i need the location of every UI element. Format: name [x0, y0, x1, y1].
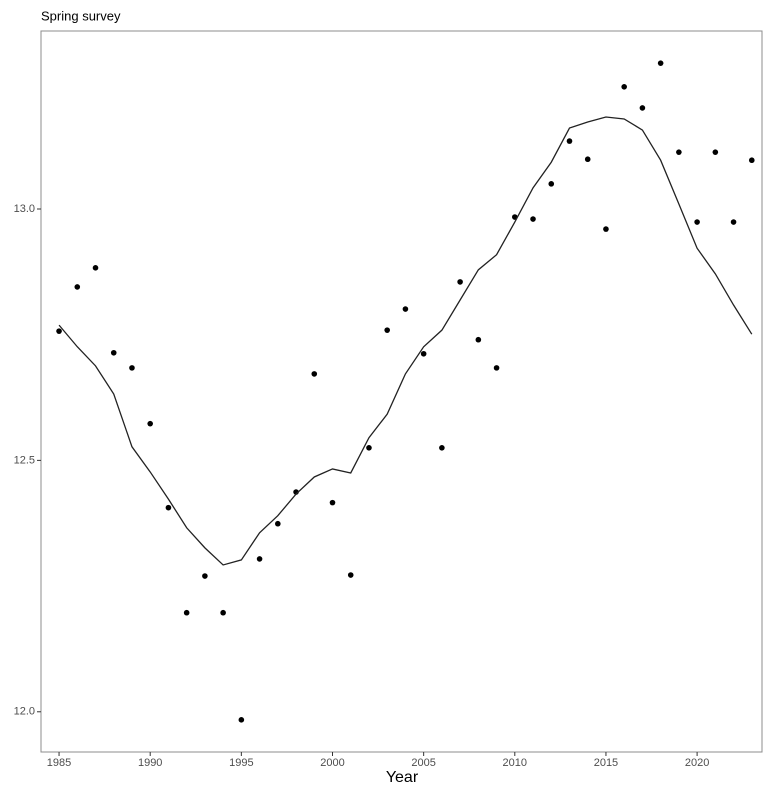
data-point: [402, 306, 409, 312]
data-point: [566, 138, 573, 144]
y-tick-label: 12.0: [14, 706, 35, 718]
x-axis-label: Year: [386, 769, 419, 786]
data-point: [475, 336, 482, 343]
x-tick-label: 2010: [503, 757, 527, 769]
data-point: [603, 226, 609, 232]
smooth-line: [58, 116, 753, 566]
data-point: [347, 572, 354, 578]
data-point: [147, 420, 153, 427]
x-tick-label: 2005: [411, 757, 435, 769]
x-tick-label: 1995: [229, 757, 253, 769]
x-tick-label: 2000: [320, 757, 344, 769]
data-point: [275, 520, 281, 527]
data-point: [311, 371, 318, 377]
y-tick-label: 13.0: [14, 203, 35, 215]
data-point: [457, 279, 463, 285]
data-point: [238, 717, 245, 723]
data-point: [639, 105, 646, 111]
data-point: [694, 219, 700, 225]
data-point: [621, 84, 627, 90]
data-point: [110, 349, 117, 356]
data-point: [530, 216, 536, 222]
data-point: [384, 327, 390, 333]
data-point: [256, 556, 263, 562]
data-point: [366, 445, 372, 451]
data-point: [56, 328, 62, 334]
data-point: [420, 350, 427, 357]
data-point: [676, 149, 682, 155]
data-point: [493, 365, 500, 371]
data-point: [220, 609, 226, 616]
x-tick-label: 2020: [685, 757, 709, 769]
data-point: [183, 609, 190, 616]
data-point: [748, 157, 755, 164]
x-tick-label: 1985: [47, 757, 71, 769]
data-point: [92, 265, 99, 271]
data-point: [730, 219, 737, 225]
panel-border: [40, 30, 763, 753]
data-point: [439, 445, 445, 451]
data-point: [712, 149, 719, 155]
data-point: [548, 181, 555, 187]
data-point: [584, 156, 591, 163]
x-tick-label: 1990: [138, 757, 162, 769]
data-point: [202, 573, 208, 579]
data-point: [657, 60, 664, 66]
data-point: [129, 365, 135, 371]
y-tick-label: 12.5: [14, 454, 35, 466]
data-point: [74, 284, 81, 290]
chart-title: Spring survey: [41, 8, 121, 23]
data-point: [329, 499, 336, 506]
x-tick-label: 2015: [594, 757, 618, 769]
data-point: [165, 504, 172, 511]
